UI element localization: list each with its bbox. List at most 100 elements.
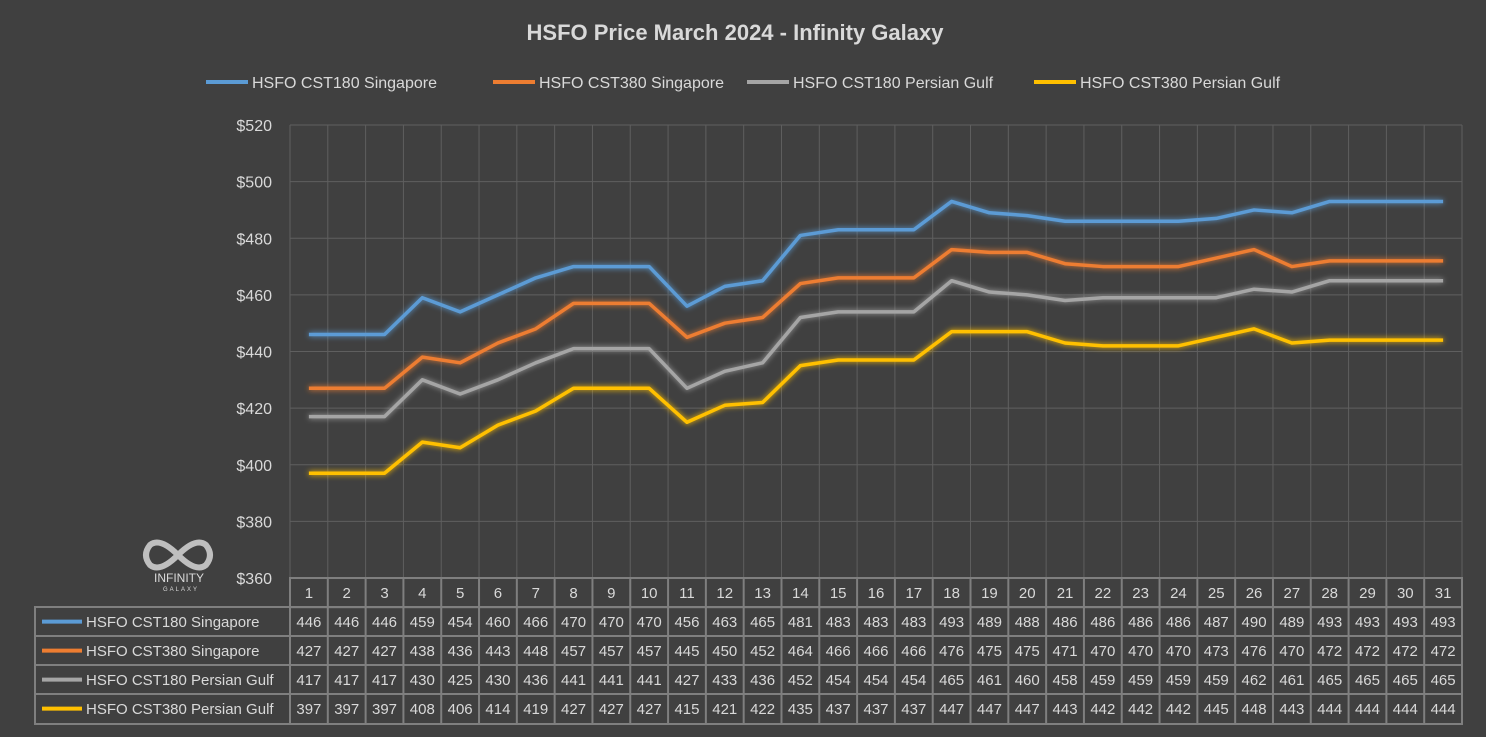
- y-tick-label: $380: [236, 514, 272, 531]
- x-tick-label: 7: [532, 585, 540, 602]
- data-label: 460: [1015, 672, 1040, 689]
- data-label: 483: [901, 614, 926, 631]
- data-label: 437: [863, 701, 888, 718]
- x-tick-label: 16: [868, 585, 885, 602]
- data-label: 489: [1279, 614, 1304, 631]
- data-label: 464: [788, 643, 813, 660]
- x-tick-label: 21: [1057, 585, 1074, 602]
- x-tick-label: 22: [1094, 585, 1111, 602]
- data-label: 459: [1128, 672, 1153, 689]
- data-label: 437: [826, 701, 851, 718]
- y-tick-label: $500: [236, 175, 272, 192]
- data-label: 460: [485, 614, 510, 631]
- data-label: 459: [1090, 672, 1115, 689]
- data-label: 443: [1053, 701, 1078, 718]
- data-label: 466: [523, 614, 548, 631]
- data-label: 486: [1128, 614, 1153, 631]
- data-label: 445: [674, 643, 699, 660]
- data-label: 489: [977, 614, 1002, 631]
- x-tick-label: 6: [494, 585, 502, 602]
- data-label: 470: [1128, 643, 1153, 660]
- y-axis: $360 $380 $400 $420 $440 $460 $480 $500 $520: [236, 118, 272, 588]
- data-label: 442: [1090, 701, 1115, 718]
- data-label: 458: [1053, 672, 1078, 689]
- logo-text: INFINITY: [154, 571, 204, 585]
- data-label: 397: [334, 701, 359, 718]
- data-label: 466: [863, 643, 888, 660]
- x-tick-label: 31: [1435, 585, 1452, 602]
- x-tick-label: 9: [607, 585, 615, 602]
- y-tick-label: $400: [236, 458, 272, 475]
- data-label: 427: [296, 643, 321, 660]
- data-label: 493: [1317, 614, 1342, 631]
- data-label: 486: [1053, 614, 1078, 631]
- x-tick-label: 20: [1019, 585, 1036, 602]
- data-label: 397: [372, 701, 397, 718]
- data-label: 447: [939, 701, 964, 718]
- data-label: 414: [485, 701, 510, 718]
- data-label: 422: [750, 701, 775, 718]
- data-label: 483: [863, 614, 888, 631]
- data-label: 444: [1431, 701, 1456, 718]
- x-tick-label: 3: [380, 585, 388, 602]
- data-label: 445: [1204, 701, 1229, 718]
- x-tick-label: 26: [1246, 585, 1263, 602]
- data-label: 493: [1393, 614, 1418, 631]
- data-label: 444: [1393, 701, 1418, 718]
- data-label: 493: [939, 614, 964, 631]
- data-label: 447: [977, 701, 1002, 718]
- data-label: 465: [1431, 672, 1456, 689]
- data-label: 452: [750, 643, 775, 660]
- data-label: 447: [1015, 701, 1040, 718]
- data-label: 476: [1242, 643, 1267, 660]
- data-label: 472: [1355, 643, 1380, 660]
- table-row-label: HSFO CST180 Persian Gulf: [86, 672, 274, 689]
- data-label: 466: [901, 643, 926, 660]
- x-tick-label: 17: [905, 585, 922, 602]
- table-row-label: HSFO CST180 Singapore: [86, 614, 259, 631]
- data-label: 461: [977, 672, 1002, 689]
- gridlines: [289, 124, 1463, 579]
- chart-title: HSFO Price March 2024 - Infinity Galaxy: [527, 20, 945, 45]
- data-label: 493: [1431, 614, 1456, 631]
- legend: HSFO CST180 Singapore HSFO CST380 Singapo…: [206, 75, 1281, 92]
- data-label: 427: [334, 643, 359, 660]
- data-label: 465: [750, 614, 775, 631]
- data-label: 459: [410, 614, 435, 631]
- data-label: 470: [1166, 643, 1191, 660]
- data-label: 463: [712, 614, 737, 631]
- data-label: 442: [1166, 701, 1191, 718]
- x-tick-label: 8: [569, 585, 577, 602]
- data-label: 487: [1204, 614, 1229, 631]
- x-tick-label: 12: [716, 585, 733, 602]
- data-label: 465: [1317, 672, 1342, 689]
- data-label: 470: [637, 614, 662, 631]
- data-label: 442: [1128, 701, 1153, 718]
- data-label: 436: [448, 643, 473, 660]
- series-lines: [308, 199, 1444, 475]
- data-label: 417: [372, 672, 397, 689]
- data-label: 436: [523, 672, 548, 689]
- x-tick-label: 28: [1321, 585, 1338, 602]
- data-label: 443: [1279, 701, 1304, 718]
- data-label: 465: [1393, 672, 1418, 689]
- data-label: 450: [712, 643, 737, 660]
- data-label: 427: [561, 701, 586, 718]
- data-label: 415: [674, 701, 699, 718]
- series-line: [308, 247, 1444, 391]
- series-line: [308, 327, 1444, 475]
- x-tick-label: 23: [1132, 585, 1149, 602]
- x-tick-label: 1: [305, 585, 313, 602]
- data-label: 446: [372, 614, 397, 631]
- data-label: 406: [448, 701, 473, 718]
- data-label: 475: [1015, 643, 1040, 660]
- x-tick-label: 30: [1397, 585, 1414, 602]
- data-label: 470: [599, 614, 624, 631]
- data-label: 459: [1166, 672, 1191, 689]
- data-label: 437: [901, 701, 926, 718]
- data-label: 470: [1279, 643, 1304, 660]
- x-tick-label: 29: [1359, 585, 1376, 602]
- infinity-galaxy-logo: INFINITY GALAXY: [143, 539, 213, 593]
- data-label: 472: [1317, 643, 1342, 660]
- data-label: 481: [788, 614, 813, 631]
